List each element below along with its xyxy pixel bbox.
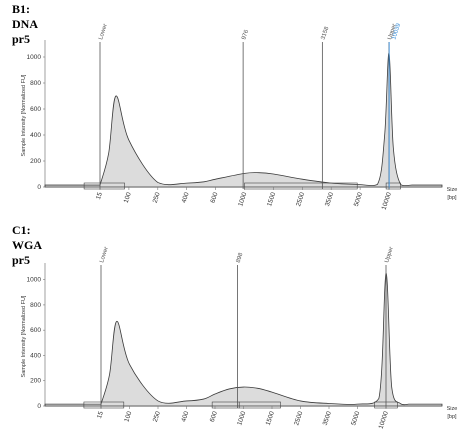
y-tick-label: 200 [30, 378, 41, 385]
peak-label: Lower [99, 246, 110, 263]
x-tick-label: 5000 [350, 410, 361, 426]
y-tick-label: 1000 [27, 277, 42, 284]
electropherogram-b1: Sample Intensity [Normalized FU] 0 200 400 6… [21, 22, 458, 211]
x-axis-label: Size [447, 187, 458, 193]
peak-label: 976 [241, 29, 250, 41]
x-tick-label: 3500 [322, 410, 333, 426]
peak-label: 3158 [321, 25, 331, 40]
intensity-trace [44, 52, 443, 188]
x-tick-label: 10000 [378, 410, 390, 430]
y-tick-label: 0 [37, 403, 41, 410]
x-tick-label: 2500 [293, 410, 304, 426]
peak-region-box [83, 401, 125, 409]
x-tick-label: 1500 [266, 191, 277, 207]
x-tick-label: 600 [209, 410, 219, 423]
panel-title-b1: B1: DNA pr5 [12, 2, 38, 46]
peak-label: Upper [384, 246, 395, 263]
y-tick-label: 200 [30, 158, 41, 165]
peak-region-box [385, 182, 401, 190]
y-tick-label: 400 [30, 352, 41, 359]
x-tick-label: 100 [123, 191, 133, 204]
x-axis-unit: [bp] [447, 195, 457, 201]
x-tick-label: 15 [95, 191, 104, 200]
x-tick-label: 1000 [236, 410, 247, 426]
x-tick-label: 600 [209, 191, 219, 204]
y-tick-label: 600 [30, 327, 41, 334]
x-tick-label: 250 [152, 191, 162, 204]
intensity-trace [44, 272, 443, 407]
x-tick-label: 100 [123, 410, 133, 423]
x-tick-label: 15 [96, 410, 105, 419]
y-tick-label: 1000 [27, 54, 42, 61]
x-tick-label: 2500 [295, 191, 306, 207]
panel-title-c1: C1: WGA pr5 [12, 223, 42, 267]
peak-label: Lower [98, 23, 109, 40]
peak-region-box [238, 401, 281, 409]
x-tick-label: 3500 [324, 191, 335, 207]
y-tick-label: 600 [30, 106, 41, 113]
peak-label: Upper [387, 23, 398, 40]
y-axis-label: Sample Intensity [Normalized FU] [21, 74, 27, 156]
x-tick-label: 1500 [265, 410, 276, 426]
y-axis-label: Sample Intensity [Normalized FU] [21, 295, 27, 377]
peak-label: 10039 [391, 22, 402, 40]
x-tick-label: 5000 [353, 191, 364, 207]
x-axis-unit: [bp] [447, 414, 457, 420]
y-tick-label: 800 [30, 80, 41, 87]
y-tick-label: 800 [30, 302, 41, 309]
peak-region-box [83, 182, 125, 190]
peak-label: 898 [236, 252, 245, 264]
x-tick-label: 400 [180, 410, 190, 423]
x-tick-label: 250 [152, 410, 162, 423]
y-tick-label: 400 [30, 132, 41, 139]
electropherogram-c1: Sample Intensity [Normalized FU] 0 200 400 6… [21, 246, 458, 430]
x-tick-label: 1000 [237, 191, 248, 207]
y-tick-label: 0 [37, 184, 41, 191]
x-tick-label: 400 [181, 191, 191, 204]
x-tick-label: 10000 [381, 191, 393, 211]
x-axis-label: Size [447, 406, 458, 412]
peak-region-box [244, 182, 358, 190]
